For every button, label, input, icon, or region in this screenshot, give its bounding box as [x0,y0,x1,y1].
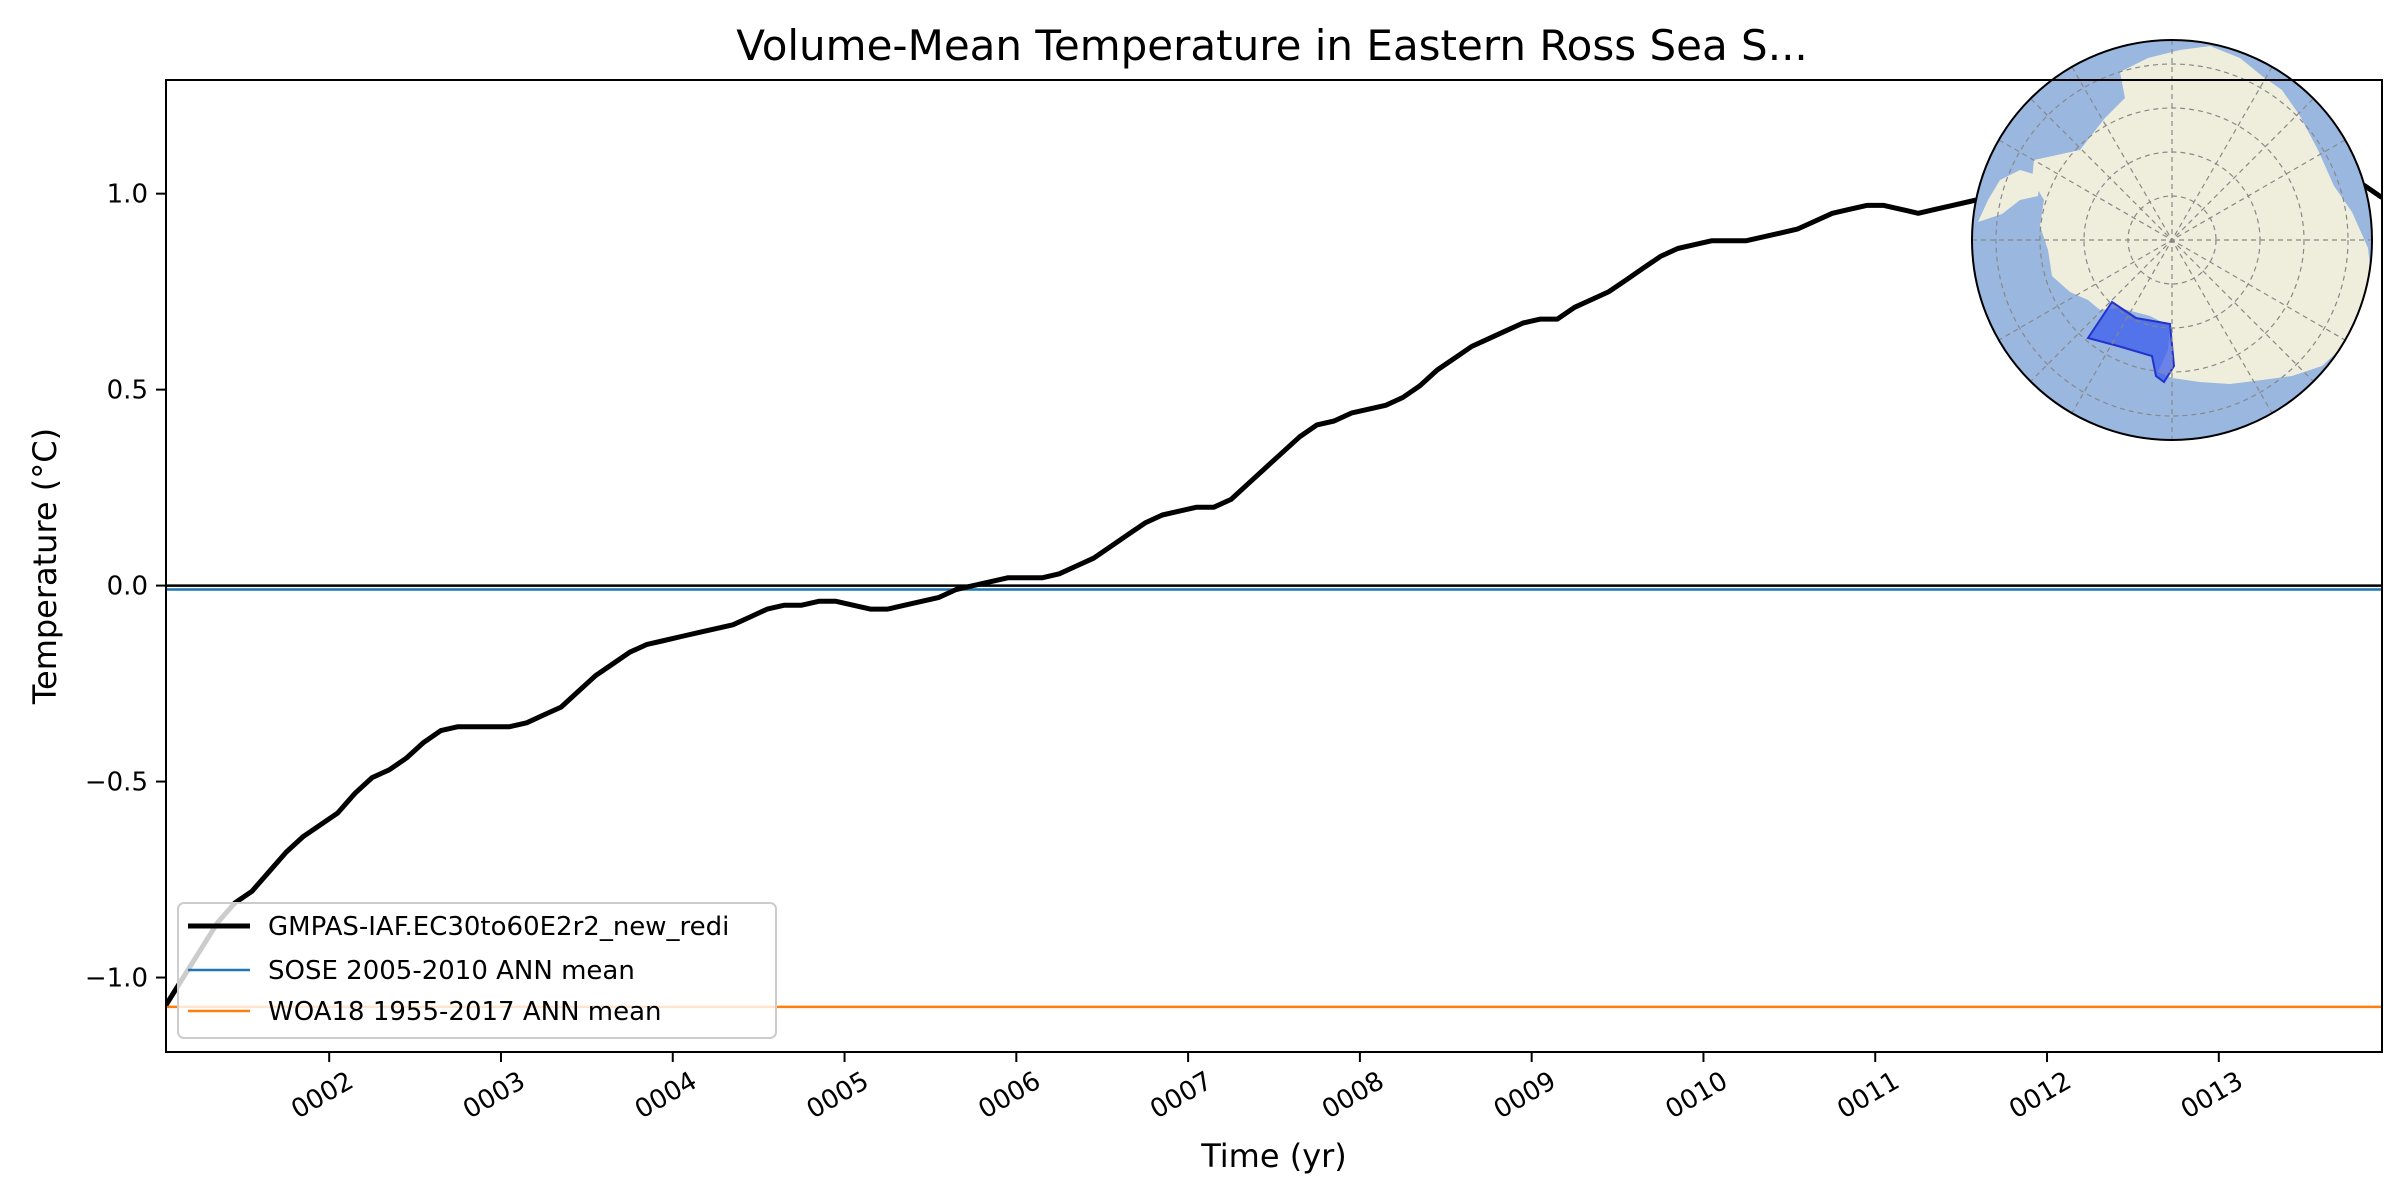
y-tick-label: 0.0 [107,572,148,602]
y-tick-label: 0.5 [107,376,148,406]
legend-box [177,902,777,1039]
antarctica-land [2032,46,2372,384]
y-axis-label: Temperature (°C) [26,428,64,705]
chart-title: Volume-Mean Temperature in Eastern Ross … [736,21,1808,70]
globe-outline [1971,39,2373,441]
legend-label-woa: WOA18 1955-2017 ANN mean [268,997,662,1027]
plot-frame [165,79,2383,1053]
map-graticule [1972,40,2372,440]
inset-map-antarctica [1971,39,2373,441]
x-axis-label: Time (yr) [1200,1137,1347,1175]
antarctic-peninsula [1978,170,2040,222]
legend-label-model: GMPAS-IAF.EC30to60E2r2_new_redi [268,912,729,942]
legend-label-sose: SOSE 2005-2010 ANN mean [268,956,635,986]
ross-sea-region [2086,300,2176,384]
legend: GMPAS-IAF.EC30to60E2r2_new_redi SOSE 200… [177,902,777,1039]
y-tick-label: −0.5 [85,768,148,798]
y-tick-label: −1.0 [85,964,148,994]
y-tick-label: 1.0 [107,180,148,210]
